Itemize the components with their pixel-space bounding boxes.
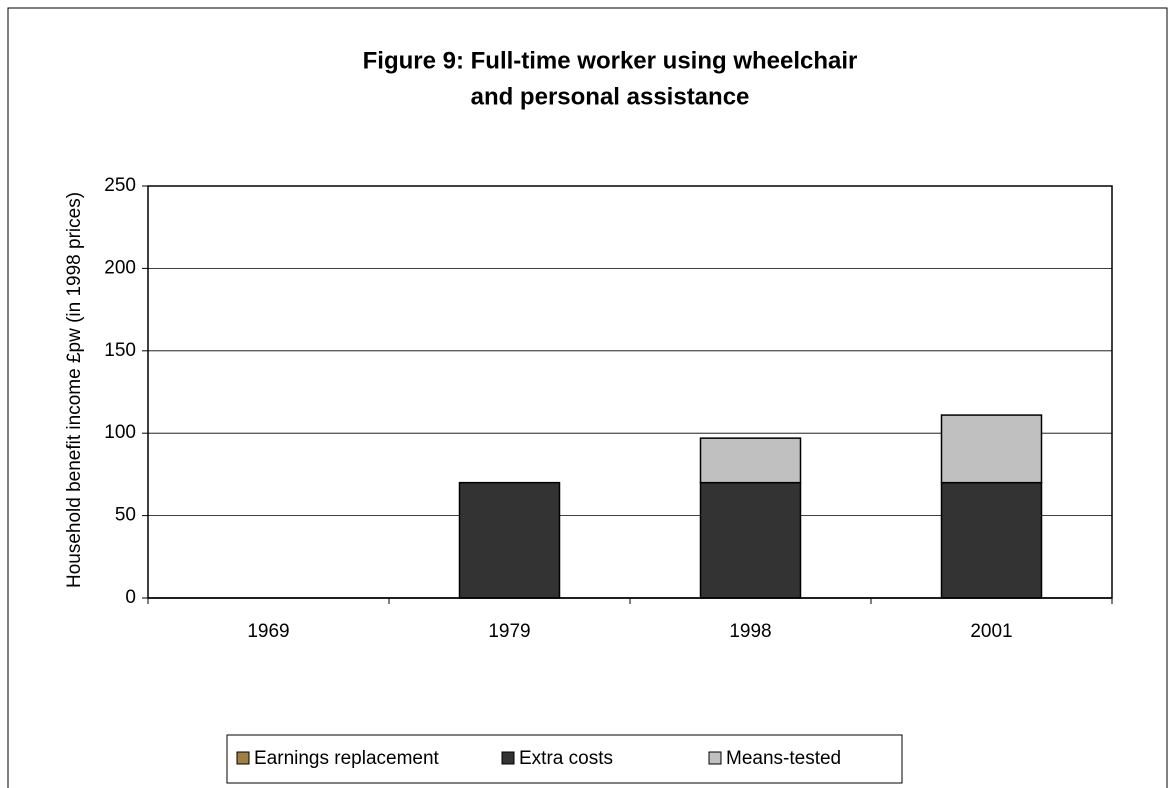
bar-segment bbox=[458, 481, 561, 599]
legend-label: Means-tested bbox=[726, 748, 841, 769]
chart-title: Figure 9: Full-time worker using wheelch… bbox=[363, 47, 858, 74]
legend-swatch bbox=[236, 751, 250, 765]
legend-label: Earnings replacement bbox=[254, 748, 440, 769]
y-tick-label: 0 bbox=[125, 587, 136, 608]
y-tick-label: 150 bbox=[104, 340, 136, 361]
bar-segment bbox=[940, 481, 1043, 599]
legend-swatch bbox=[708, 751, 722, 765]
y-tick-label: 250 bbox=[104, 175, 136, 196]
y-tick-label: 100 bbox=[104, 422, 136, 443]
x-tick-label: 1969 bbox=[247, 621, 289, 642]
y-axis-label: Household benefit income £pw (in 1998 pr… bbox=[64, 192, 85, 588]
y-tick-label: 50 bbox=[115, 505, 136, 526]
legend-box bbox=[226, 734, 903, 784]
x-tick-label: 1979 bbox=[488, 621, 530, 642]
x-tick-label: 1998 bbox=[729, 621, 771, 642]
bar-segment bbox=[699, 481, 802, 599]
bar-segment bbox=[940, 414, 1043, 484]
bar-segment bbox=[699, 437, 802, 484]
legend-label: Extra costs bbox=[519, 748, 613, 769]
legend-swatch bbox=[501, 751, 515, 765]
x-tick-label: 2001 bbox=[970, 621, 1012, 642]
y-tick-label: 200 bbox=[104, 257, 136, 278]
chart-title: and personal assistance bbox=[471, 83, 750, 110]
